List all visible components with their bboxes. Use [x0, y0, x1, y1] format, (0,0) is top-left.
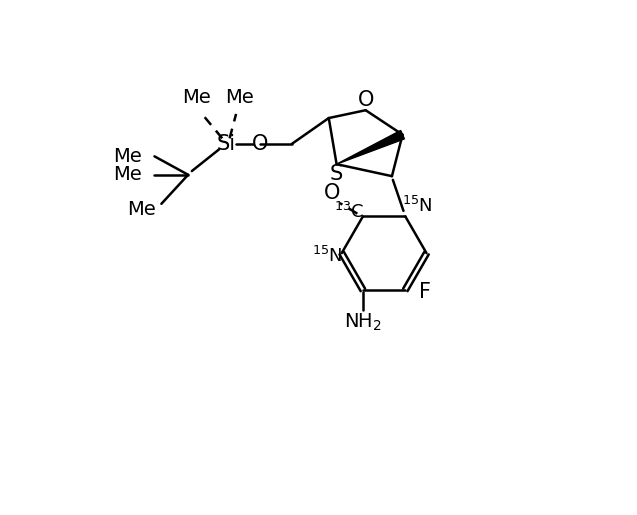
Text: S: S [330, 164, 343, 184]
Text: Me: Me [127, 200, 156, 219]
Polygon shape [336, 130, 404, 164]
Text: Me: Me [182, 88, 211, 107]
Text: Me: Me [113, 165, 142, 184]
Text: F: F [419, 282, 431, 302]
Text: O: O [252, 134, 268, 154]
Text: Si: Si [217, 134, 236, 154]
Text: $^{15}$N: $^{15}$N [311, 246, 342, 266]
Text: NH$_2$: NH$_2$ [344, 312, 382, 333]
Text: Me: Me [113, 147, 142, 166]
Text: $^{13}$C: $^{13}$C [334, 202, 364, 222]
Text: $^{15}$N: $^{15}$N [402, 196, 432, 216]
Text: Me: Me [225, 88, 254, 107]
Text: O: O [357, 90, 374, 110]
Text: O: O [324, 183, 340, 203]
